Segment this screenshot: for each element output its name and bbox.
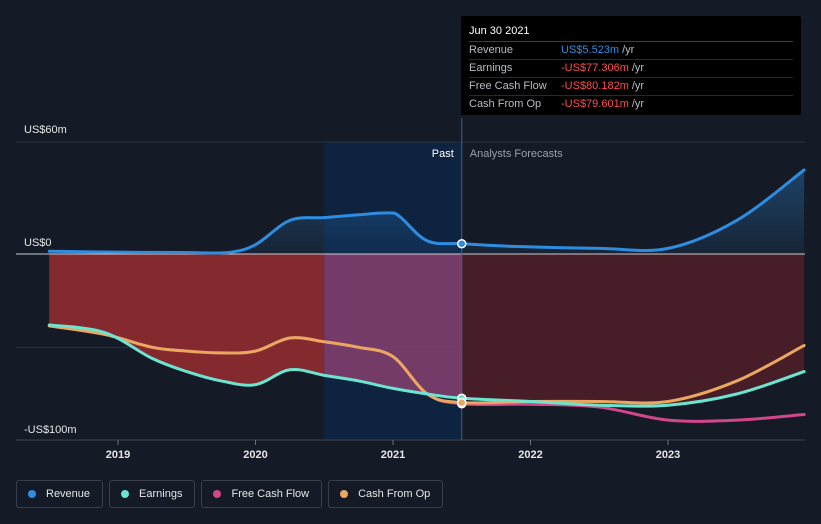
revenue-line — [47, 168, 806, 255]
x-tick-label: 2022 — [518, 449, 542, 461]
tooltip-date: Jun 30 2021 — [469, 25, 793, 42]
y-label-bottom: -US$100m — [24, 424, 77, 436]
tooltip-value: -US$77.306m — [561, 62, 629, 74]
tooltip-row-earnings: Earnings -US$77.306m /yr — [469, 60, 793, 78]
past-label: Past — [432, 148, 454, 160]
tooltip-label: Cash From Op — [469, 98, 542, 110]
legend-item-free-cash-flow[interactable]: Free Cash Flow — [201, 480, 323, 508]
tooltip-label: Free Cash Flow — [469, 80, 547, 92]
tooltip-panel: Jun 30 2021 Revenue US$5.523m /yr Earnin… — [461, 16, 801, 115]
cash-from-op-line — [47, 324, 806, 405]
earnings-area-highlight — [324, 254, 462, 399]
earnings-dot-icon — [121, 490, 130, 498]
x-tick-label: 2020 — [243, 449, 267, 461]
legend-label: Revenue — [46, 488, 91, 500]
legend-item-revenue[interactable]: Revenue — [16, 480, 104, 508]
tooltip-row-revenue: Revenue US$5.523m /yr — [469, 42, 793, 60]
tooltip-unit: /yr — [631, 98, 645, 110]
tooltip-value: -US$80.182m — [561, 80, 629, 92]
tooltip-label: Earnings — [469, 62, 513, 74]
y-label-zero: US$0 — [24, 237, 52, 249]
forecast-label: Analysts Forecasts — [470, 148, 563, 160]
revenue-area — [49, 170, 805, 254]
free-cash-flow-dot-icon — [213, 490, 222, 498]
x-tick-label: 2019 — [106, 449, 130, 461]
tooltip-unit: /yr — [631, 62, 645, 74]
legend-label: Free Cash Flow — [231, 488, 310, 500]
cash-from-op-dot-icon — [340, 490, 349, 498]
legend: Revenue Earnings Free Cash Flow Cash Fro… — [16, 480, 444, 508]
tooltip-row-cash-from-op: Cash From Op -US$79.601m /yr — [469, 96, 793, 113]
tooltip-value: US$5.523m — [561, 44, 620, 56]
revenue-dot-icon — [28, 490, 36, 498]
tooltip-row-free-cash-flow: Free Cash Flow -US$80.182m /yr — [469, 78, 793, 96]
y-label-top: US$60m — [24, 124, 67, 136]
earnings-line — [47, 323, 806, 408]
x-tick-label: 2023 — [656, 449, 680, 461]
revenue-point — [457, 238, 467, 249]
legend-item-earnings[interactable]: Earnings — [109, 480, 196, 508]
tooltip-unit: /yr — [631, 80, 645, 92]
legend-label: Cash From Op — [358, 488, 431, 500]
tooltip-label: Revenue — [469, 44, 514, 56]
legend-label: Earnings — [139, 488, 183, 500]
cash-from-op-point — [457, 397, 467, 408]
earnings-area-forecast — [461, 254, 805, 407]
legend-item-cash-from-op[interactable]: Cash From Op — [328, 480, 444, 508]
tooltip-value: -US$79.601m — [561, 98, 629, 110]
tooltip-unit: /yr — [622, 44, 635, 56]
x-tick-label: 2021 — [381, 449, 405, 461]
